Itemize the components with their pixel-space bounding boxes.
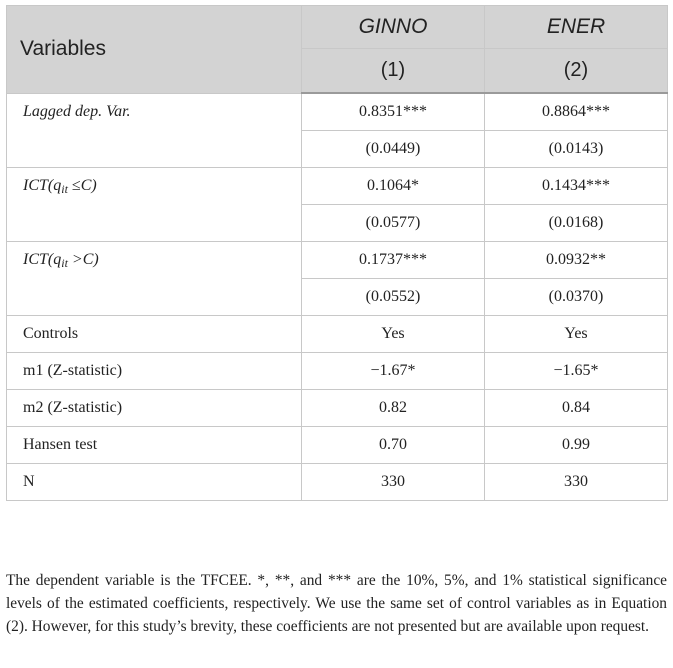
header-ginno: GINNO xyxy=(301,5,485,49)
row-label-controls: Controls xyxy=(6,315,302,353)
se-cell: (0.0143) xyxy=(484,130,668,168)
label-part: ICT(q xyxy=(23,251,62,268)
se-cell: (0.0449) xyxy=(301,130,485,168)
table-row: N 330 330 xyxy=(6,463,668,501)
coef-cell: 0.1434*** xyxy=(484,167,668,205)
header-number-2: (2) xyxy=(484,48,668,94)
value-cell: Yes xyxy=(484,315,668,353)
value-cell: −1.65* xyxy=(484,352,668,390)
row-label-ict-high: ICT(qit >C) xyxy=(6,241,302,316)
table-row: Lagged dep. Var. 0.8351*** 0.8864*** xyxy=(6,92,668,168)
value-cell: Yes xyxy=(301,315,485,353)
coef-cell: 0.1064* xyxy=(301,167,485,205)
value-cell: 0.82 xyxy=(301,389,485,427)
header-variables: Variables xyxy=(6,5,302,94)
table-row: (0.0552) (0.0370) xyxy=(7,278,668,316)
se-cell: (0.0552) xyxy=(301,278,485,316)
header-ener: ENER xyxy=(484,5,668,49)
coef-cell: 0.0932** xyxy=(484,241,668,279)
value-cell: 330 xyxy=(484,463,668,501)
se-cell: (0.0168) xyxy=(484,204,668,242)
header-number-1: (1) xyxy=(301,48,485,94)
table-footnote: The dependent variable is the TFCEE. *, … xyxy=(6,572,667,635)
value-cell: −1.67* xyxy=(301,352,485,390)
table-row: ICT(qit >C) 0.1737*** 0.0932** xyxy=(6,241,668,316)
coef-cell: 0.1737*** xyxy=(301,241,485,279)
row-label-m2: m2 (Z-statistic) xyxy=(6,389,302,427)
table-row: (0.0449) (0.0143) xyxy=(7,130,668,168)
table-row: m1 (Z-statistic) −1.67* −1.65* xyxy=(6,352,668,390)
table-row: (0.0577) (0.0168) xyxy=(7,204,668,242)
label-subscript: it xyxy=(61,256,68,270)
value-cell: 330 xyxy=(301,463,485,501)
regression-table: Variables GINNO ENER (1) (2) Lagged dep.… xyxy=(6,5,668,501)
row-label-ict-low: ICT(qit ≤C) xyxy=(6,167,302,242)
value-cell: 0.99 xyxy=(484,426,668,464)
table-row: Controls Yes Yes xyxy=(6,315,668,353)
header-row: Variables GINNO ENER xyxy=(6,5,668,94)
label-part: ≤C) xyxy=(67,177,97,194)
row-label-hansen: Hansen test xyxy=(6,426,302,464)
se-cell: (0.0577) xyxy=(301,204,485,242)
se-cell: (0.0370) xyxy=(484,278,668,316)
row-label-n: N xyxy=(6,463,302,501)
label-part: ICT(q xyxy=(23,177,62,194)
value-cell: 0.70 xyxy=(301,426,485,464)
coef-cell: 0.8864*** xyxy=(484,92,668,131)
row-label-lagged-dep-var: Lagged dep. Var. xyxy=(6,92,302,168)
table-row: m2 (Z-statistic) 0.82 0.84 xyxy=(6,389,668,427)
table-row: ICT(qit ≤C) 0.1064* 0.1434*** xyxy=(6,167,668,242)
header-number-row: (1) (2) xyxy=(7,48,668,94)
regression-table-container: Variables GINNO ENER (1) (2) Lagged dep.… xyxy=(6,5,668,501)
label-part: >C) xyxy=(67,251,99,268)
row-label-m1: m1 (Z-statistic) xyxy=(6,352,302,390)
coef-cell: 0.8351*** xyxy=(301,92,485,131)
label-subscript: it xyxy=(61,182,68,196)
table-row: Hansen test 0.70 0.99 xyxy=(6,426,668,464)
value-cell: 0.84 xyxy=(484,389,668,427)
